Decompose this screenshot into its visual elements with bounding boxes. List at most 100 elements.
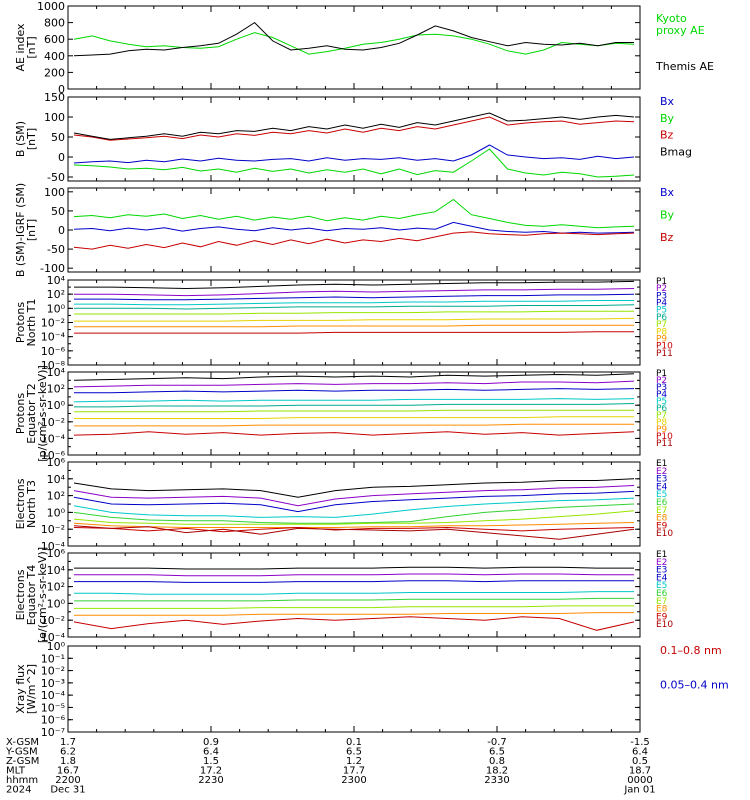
legend-entry: proxy AE xyxy=(656,24,705,37)
series-line-p3 xyxy=(74,293,635,301)
legend-entry: P7 xyxy=(656,320,667,330)
y-tick-label: 10⁶ xyxy=(47,547,66,560)
y-tick-label: 10⁰ xyxy=(47,597,66,610)
y-tick-label: 10⁻² xyxy=(41,317,65,330)
legend-entry: E2 xyxy=(656,558,667,568)
legend-entry: 0.1–0.8 nm xyxy=(660,644,722,657)
y-axis-label: Equator T4 xyxy=(25,565,38,625)
x-axis-row-value: 0.9 xyxy=(203,737,219,748)
x-axis-row-label: hhmm xyxy=(6,775,38,786)
x-axis-row-label: X-GSM xyxy=(6,737,39,748)
x-axis-row-label: Z-GSM xyxy=(6,756,39,767)
x-axis-row-value: 2230 xyxy=(198,775,223,786)
legend-entry: P11 xyxy=(656,349,673,359)
series-line-bz xyxy=(73,116,635,141)
legend-entry: E2 xyxy=(656,467,667,477)
y-tick-label: 50 xyxy=(51,131,65,144)
legend-entry: E7 xyxy=(656,597,667,607)
legend-entry: P9 xyxy=(656,334,667,344)
series-line-by xyxy=(73,148,635,178)
x-axis-row-value: Dec 31 xyxy=(50,785,85,796)
series-line-p8 xyxy=(74,416,634,419)
legend-entry: By xyxy=(660,208,675,221)
series-line-e8 xyxy=(74,612,634,616)
x-axis-row-value: 17.2 xyxy=(200,766,222,777)
y-tick-label: 100 xyxy=(44,111,65,124)
legend-entry: E7 xyxy=(656,506,667,516)
y-tick-label: 0 xyxy=(58,151,65,164)
x-axis-row-value: -0.7 xyxy=(487,737,507,748)
series-line-e1 xyxy=(73,478,635,498)
x-axis-row-value: 0.1 xyxy=(346,737,362,748)
series-line-bx xyxy=(73,144,635,164)
legend-entry: Kyoto xyxy=(656,12,687,25)
series-line-e2 xyxy=(73,485,635,507)
legend-entry: P4 xyxy=(656,299,667,309)
y-tick-label: 10⁻⁷ xyxy=(41,726,65,739)
x-axis-row-value: 0000 xyxy=(627,775,652,786)
legend-entry: P10 xyxy=(656,432,673,442)
panel-frame xyxy=(67,279,641,366)
legend-entry: E8 xyxy=(656,605,668,615)
series-line-e6 xyxy=(73,503,635,524)
series-line-p10 xyxy=(73,431,635,436)
series-line-e1 xyxy=(74,566,634,570)
series-line-e6 xyxy=(74,597,634,602)
y-tick-label: 10⁻⁴ xyxy=(41,331,66,344)
y-tick-label: -50 xyxy=(47,171,65,184)
panel-frame xyxy=(67,187,641,273)
x-axis-row-value: 1.8 xyxy=(60,756,76,767)
series-line-p10 xyxy=(74,331,634,334)
y-tick-label: 10⁻¹ xyxy=(41,652,65,665)
y-axis-label: [nT] xyxy=(25,36,38,58)
y-axis-label: B (SM) xyxy=(14,121,27,157)
y-tick-label: 10⁻⁸ xyxy=(41,359,66,372)
y-axis-label: Protons xyxy=(14,393,27,434)
series-line-p6 xyxy=(74,403,635,408)
legend-entry: E8 xyxy=(656,514,668,524)
legend-entry: E3 xyxy=(656,475,667,485)
series-line-e7 xyxy=(73,510,635,525)
y-tick-label: 10⁰ xyxy=(47,506,66,519)
x-axis-row-value: 0.8 xyxy=(489,756,505,767)
series-line-p5 xyxy=(73,398,635,403)
series-line-p2 xyxy=(74,288,635,297)
y-tick-label: 600 xyxy=(44,33,65,46)
y-tick-label: 10⁰ xyxy=(47,640,66,653)
series-line-p9 xyxy=(74,324,634,328)
y-tick-label: -50 xyxy=(47,243,65,256)
y-tick-label: 10⁴ xyxy=(47,473,66,486)
series-line-p7 xyxy=(74,409,634,413)
y-axis-label: [W/m^2] xyxy=(25,664,38,714)
legend-entry: P8 xyxy=(656,327,667,337)
y-tick-label: 10⁴ xyxy=(47,274,66,287)
legend-entry: P5 xyxy=(656,397,667,407)
legend-entry: By xyxy=(660,112,675,125)
legend-entry: E9 xyxy=(656,521,668,531)
legend-entry: E10 xyxy=(656,620,673,630)
y-tick-label: 10² xyxy=(47,383,65,396)
y-axis-label: North T3 xyxy=(25,480,38,528)
y-tick-label: 800 xyxy=(44,17,65,30)
legend-entry: Bx xyxy=(660,95,675,108)
y-tick-label: 10⁻² xyxy=(41,665,65,678)
y-tick-label: 10⁻⁴ xyxy=(41,689,66,702)
y-tick-label: 150 xyxy=(44,91,65,104)
y-tick-label: 10⁻⁶ xyxy=(41,714,66,727)
legend-entry: P3 xyxy=(656,291,667,301)
series-line-bz xyxy=(73,231,635,250)
legend-entry: P7 xyxy=(656,411,667,421)
x-axis-row-value: 2200 xyxy=(55,775,80,786)
y-tick-label: 10⁶ xyxy=(47,456,66,469)
series-line-e7 xyxy=(74,605,634,609)
legend-entry: P1 xyxy=(656,277,667,287)
x-axis-row-value: 18.7 xyxy=(629,766,651,777)
y-tick-label: 10² xyxy=(47,490,65,503)
series-line-e5 xyxy=(73,497,635,518)
y-tick-label: 10⁻² xyxy=(41,523,65,536)
y-axis-label: Electrons xyxy=(14,569,27,620)
x-axis-row-label: 2024 xyxy=(6,785,31,796)
y-axis-label: B (SM)-IGRF (SM) xyxy=(14,183,27,277)
y-axis-label: Protons xyxy=(14,302,27,343)
series-line-themis-ae xyxy=(73,21,634,57)
